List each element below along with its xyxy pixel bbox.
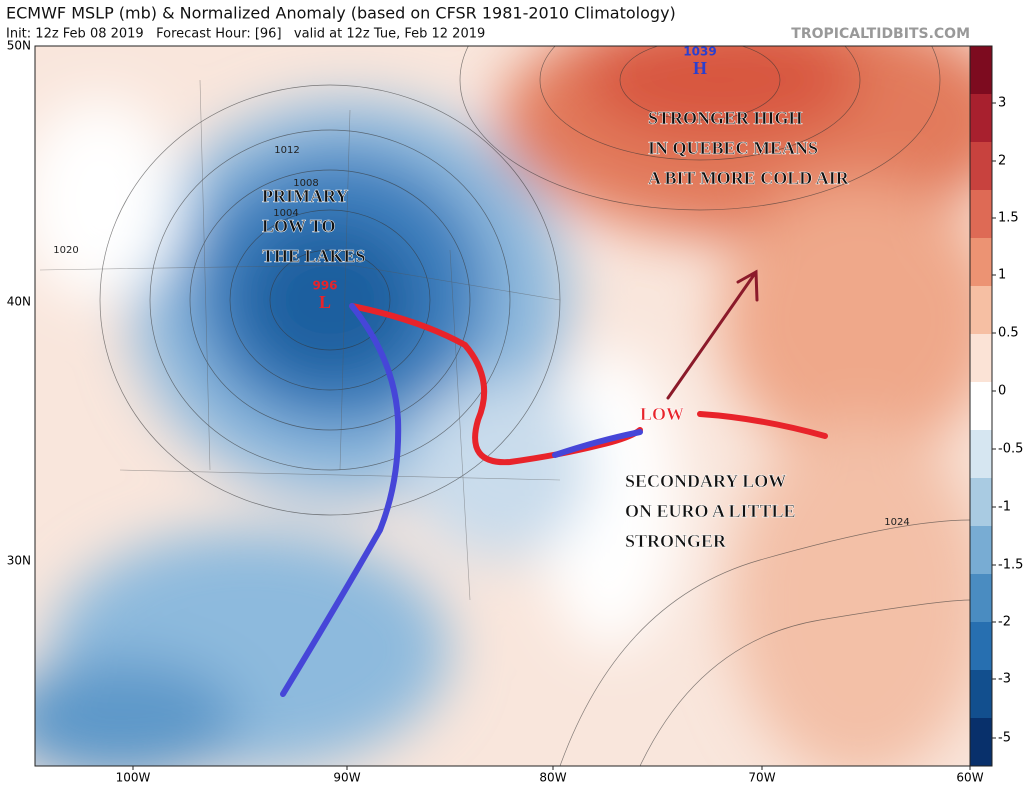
lat-label: 30N	[7, 554, 31, 568]
colorbar-swatch	[970, 574, 992, 623]
annotation: STRONGER HIGH	[648, 108, 803, 128]
colorbar-swatch	[970, 670, 992, 719]
colorbar-label: 0.5	[998, 326, 1019, 341]
lon-label: 100W	[116, 771, 151, 785]
annotation: SECONDARY LOW	[625, 471, 786, 491]
isobar-label: 1024	[884, 517, 909, 528]
blue-track	[280, 303, 402, 697]
center-symbol: L	[319, 292, 331, 312]
isobar-label: 1008	[293, 178, 318, 189]
colorbar-frame	[969, 45, 993, 767]
annotation: LOW TO	[262, 216, 336, 236]
annotation: A BIT MORE COLD AIR	[648, 168, 850, 188]
colorbar-swatch	[970, 334, 992, 383]
lon-label: 60W	[956, 771, 983, 785]
colorbar-label: 3	[998, 96, 1006, 111]
lon-label: 90W	[333, 771, 360, 785]
colorbar-swatch	[970, 382, 992, 431]
annotation: PRIMARY	[262, 186, 348, 206]
center-symbol: H	[693, 58, 707, 78]
subtitle: Init: 12z Feb 08 2019 Forecast Hour: [96…	[6, 27, 485, 42]
lon-label: 70W	[748, 771, 775, 785]
annotation: THE LAKES	[262, 246, 366, 266]
colorbar-swatch	[970, 190, 992, 239]
center-value: 1039	[683, 45, 716, 59]
red-track	[349, 303, 643, 466]
colorbar-swatch	[970, 478, 992, 527]
colorbar-label: 2	[998, 154, 1006, 169]
annotation: STRONGER	[625, 531, 727, 551]
colorbar-swatch	[970, 526, 992, 575]
lat-label: 50N	[7, 39, 31, 53]
colorbar-swatch	[970, 142, 992, 191]
annotation: IN QUEBEC MEANS	[648, 138, 818, 158]
annotation: LOW	[640, 404, 684, 424]
hand-drawn-tracks	[280, 269, 828, 697]
colorbar-swatch	[970, 622, 992, 671]
colorbar-label: 1	[998, 268, 1006, 283]
colorbar-swatch	[970, 430, 992, 479]
colorbar-swatch	[970, 46, 992, 95]
isobar-label: 1012	[274, 145, 299, 156]
isobar-label: 1020	[53, 245, 78, 256]
colorbar-label: -3	[998, 672, 1011, 687]
colorbar-swatch	[970, 718, 992, 767]
arrow	[666, 269, 759, 400]
colorbar-label: -2	[998, 615, 1011, 630]
colorbar-label: -1	[998, 500, 1011, 515]
colorbar-label: 1.5	[998, 211, 1019, 226]
title: ECMWF MSLP (mb) & Normalized Anomaly (ba…	[6, 4, 676, 23]
colorbar-label: -5	[998, 731, 1011, 746]
annotation: ON EURO A LITTLE	[625, 501, 796, 521]
colorbar-swatch	[970, 238, 992, 287]
colorbar-swatch	[970, 94, 992, 143]
colorbar-swatch	[970, 286, 992, 335]
lon-label: 80W	[539, 771, 566, 785]
blue-track	[552, 429, 643, 458]
isobar-label: 1004	[273, 208, 298, 219]
colorbar-label: 0	[998, 384, 1006, 399]
center-value: 996	[312, 279, 337, 293]
colorbar-label: -0.5	[998, 442, 1023, 457]
colorbar-label: -1.5	[998, 558, 1023, 573]
red-track	[697, 411, 828, 439]
lat-label: 40N	[7, 295, 31, 309]
site: TROPICALTIDBITS.COM	[791, 26, 970, 42]
